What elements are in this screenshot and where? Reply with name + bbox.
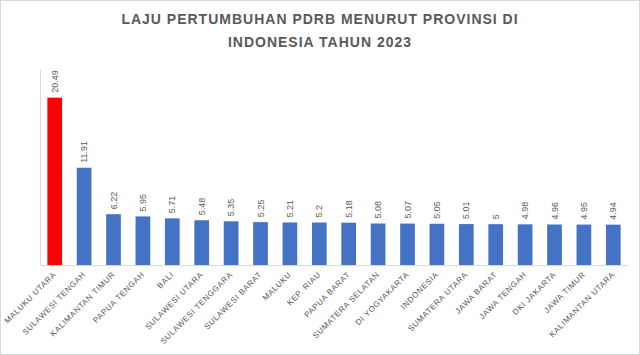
plot: MALUKU UTARASULAWESI TENGAHKALIMANTAN TI… bbox=[3, 70, 629, 346]
data-label: 4.94 bbox=[608, 202, 618, 220]
data-labels: 20.4911.916.225.955.715.485.355.255.215.… bbox=[50, 70, 619, 220]
x-tick-label: MALUKU UTARA bbox=[3, 270, 58, 325]
data-label: 6.22 bbox=[109, 192, 119, 210]
bar bbox=[400, 224, 415, 265]
x-tick: SULAWESI UTARA bbox=[143, 270, 205, 332]
x-tick: MALUKU UTARA bbox=[3, 270, 58, 325]
x-tick: SULAWESI BARAT bbox=[203, 270, 264, 331]
x-axis-line bbox=[41, 265, 629, 266]
data-label: 4.96 bbox=[550, 202, 560, 220]
data-label: 5.2 bbox=[314, 205, 324, 218]
bar bbox=[341, 223, 356, 265]
bar bbox=[283, 222, 298, 265]
data-label: 5.01 bbox=[461, 202, 471, 220]
data-label: 5.21 bbox=[285, 200, 295, 218]
x-tick: BALI bbox=[155, 270, 175, 290]
data-label: 5 bbox=[491, 214, 501, 219]
x-axis: MALUKU UTARASULAWESI TENGAHKALIMANTAN TI… bbox=[3, 266, 629, 346]
bar bbox=[77, 168, 92, 265]
data-label: 4.98 bbox=[520, 202, 530, 220]
bar bbox=[430, 224, 445, 265]
data-label: 5.05 bbox=[432, 201, 442, 219]
x-tick-label: KALIMANTAN UTARA bbox=[547, 270, 616, 339]
data-label: 5.25 bbox=[256, 200, 266, 218]
x-tick: PAPUA TENGAH bbox=[91, 270, 146, 325]
data-label: 5.48 bbox=[197, 198, 207, 216]
bar bbox=[547, 224, 562, 265]
bar bbox=[106, 214, 121, 265]
chart: LAJU PERTUMBUHAN PDRB MENURUT PROVINSI D… bbox=[0, 0, 640, 355]
bar bbox=[224, 221, 239, 265]
data-label: 5.08 bbox=[373, 201, 383, 219]
y-axis-line bbox=[40, 70, 41, 266]
x-tick: KALIMANTAN UTARA bbox=[547, 270, 616, 339]
bar bbox=[371, 224, 386, 265]
bar bbox=[488, 224, 503, 265]
x-tick-label: PAPUA TENGAH bbox=[91, 270, 146, 325]
bar bbox=[194, 220, 209, 265]
bar bbox=[518, 224, 533, 265]
title: LAJU PERTUMBUHAN PDRB MENURUT PROVINSI D… bbox=[121, 11, 518, 27]
bar bbox=[165, 218, 180, 265]
data-label: 11.91 bbox=[79, 141, 89, 163]
x-tick: DI YOGYAKARTA bbox=[354, 270, 411, 327]
data-label: 5.18 bbox=[344, 200, 354, 218]
bar bbox=[136, 216, 151, 265]
data-label: 5.71 bbox=[167, 196, 177, 214]
title-group: LAJU PERTUMBUHAN PDRB MENURUT PROVINSI D… bbox=[121, 11, 518, 50]
data-label: 5.35 bbox=[226, 199, 236, 217]
bar bbox=[459, 224, 474, 265]
bar bbox=[312, 223, 327, 265]
bar bbox=[253, 222, 268, 265]
chart-border bbox=[1, 1, 640, 355]
data-label: 5.07 bbox=[403, 201, 413, 219]
bar bbox=[606, 225, 621, 265]
data-label: 4.95 bbox=[579, 202, 589, 220]
data-label: 20.49 bbox=[50, 70, 60, 93]
title: INDONESIA TAHUN 2023 bbox=[228, 34, 412, 50]
bars bbox=[47, 98, 620, 265]
x-tick-label: SULAWESI UTARA bbox=[143, 270, 205, 332]
data-label: 5.95 bbox=[138, 194, 148, 212]
y-axis bbox=[40, 70, 41, 266]
x-tick-label: DI YOGYAKARTA bbox=[354, 270, 411, 327]
x-tick-label: BALI bbox=[155, 270, 175, 290]
x-tick-label: SULAWESI BARAT bbox=[203, 270, 264, 331]
bar bbox=[577, 225, 592, 265]
bar bbox=[47, 98, 62, 265]
